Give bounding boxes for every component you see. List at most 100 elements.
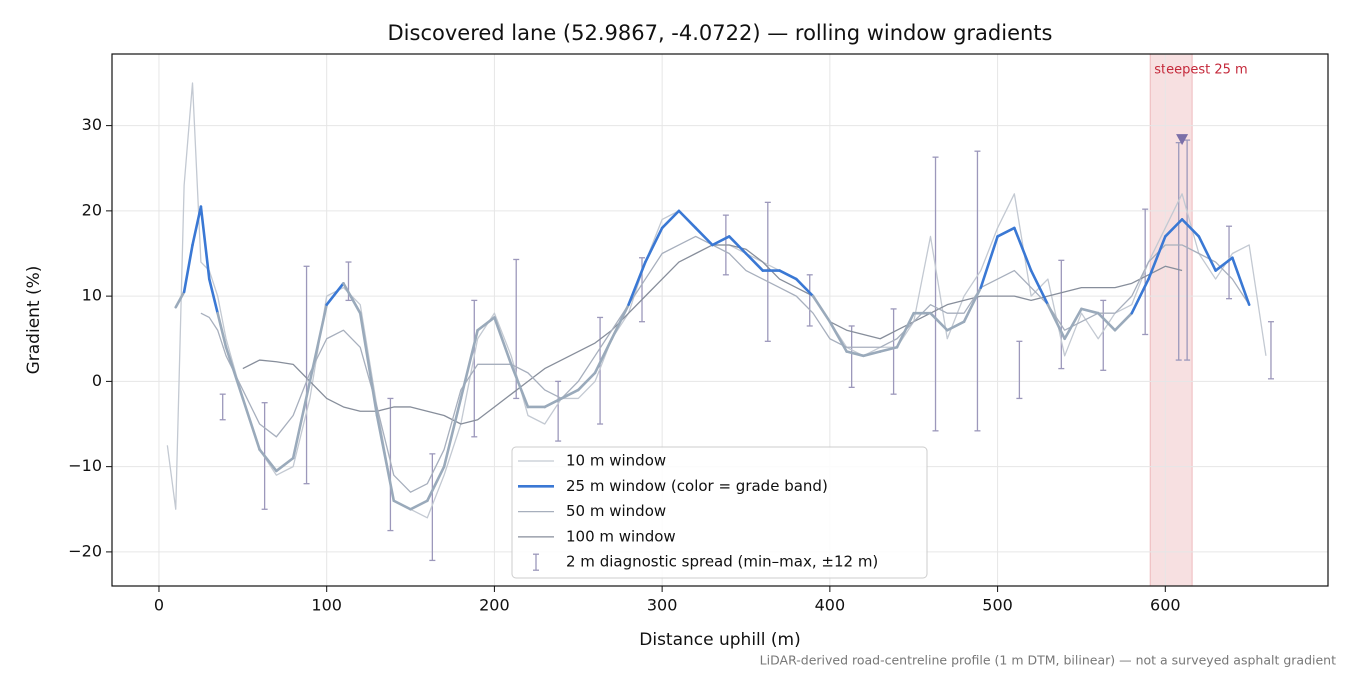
line-segment	[778, 269, 798, 281]
line-segment	[442, 397, 463, 468]
line-segment	[996, 226, 1016, 238]
x-tick-label: 300	[647, 596, 678, 615]
line-segment	[1164, 218, 1184, 238]
error-bar	[1016, 340, 1023, 400]
line-segment	[576, 371, 597, 392]
error-bar	[890, 308, 897, 395]
legend-label: 100 m window	[566, 527, 676, 545]
line-segment	[182, 243, 194, 294]
plot-frame	[111, 53, 1329, 587]
line-segment	[174, 290, 186, 309]
line-segment	[392, 499, 412, 511]
line-segment	[459, 328, 479, 400]
line-segment	[275, 456, 295, 473]
line-segment	[560, 388, 580, 400]
line-segment	[1013, 226, 1033, 272]
error-bar	[597, 316, 604, 425]
y-tick-label: −10	[68, 456, 102, 475]
y-tick-label: 0	[92, 371, 102, 390]
line-segment	[895, 311, 916, 349]
legend-label: 50 m window	[566, 502, 666, 520]
line-segment	[308, 303, 328, 383]
y-tick-label: 20	[82, 200, 102, 219]
line-segment	[1029, 269, 1050, 306]
line-segment	[258, 448, 278, 473]
line-segment	[191, 205, 203, 247]
error-bar	[806, 274, 813, 327]
line-segment	[1063, 307, 1083, 341]
line-segment	[325, 282, 345, 306]
line-segment	[593, 337, 614, 375]
error-bar	[1100, 299, 1107, 371]
line-segment	[811, 294, 832, 324]
line-segment	[1113, 311, 1134, 332]
chart-title: Discovered lane (52.9867, -4.0722) — rol…	[388, 21, 1053, 45]
line-segment	[291, 380, 312, 460]
line-segment	[241, 397, 261, 451]
line-segment	[476, 316, 496, 332]
line-segment	[660, 209, 681, 230]
y-tick-label: −20	[68, 541, 102, 560]
y-tick-label: 10	[82, 286, 102, 305]
x-tick-label: 600	[1150, 596, 1181, 615]
highlight-label: steepest 25 m	[1154, 63, 1247, 78]
line-segment	[878, 345, 899, 353]
line-segment	[1130, 277, 1150, 315]
y-axis-label: Gradient (%)	[24, 266, 44, 375]
line-segment	[1197, 235, 1217, 272]
error-bar	[1226, 225, 1233, 300]
x-tick-label: 400	[815, 596, 846, 615]
line-segment	[744, 252, 765, 272]
error-bar	[932, 156, 939, 432]
line-segment	[677, 209, 697, 230]
line-segment	[207, 277, 219, 315]
line-segment	[509, 363, 530, 409]
y-tick-label: 30	[82, 115, 102, 134]
line-segment	[627, 260, 647, 306]
line-segment	[426, 465, 446, 503]
line-segment	[1080, 307, 1100, 315]
line-segment	[342, 282, 362, 315]
x-tick-label: 0	[154, 596, 164, 615]
line-segment	[199, 205, 211, 281]
error-bar	[1267, 321, 1274, 380]
line-segment	[929, 311, 949, 332]
line-segment	[493, 316, 513, 366]
steepest-marker	[1176, 134, 1189, 146]
line-segment	[962, 286, 983, 324]
line-segment	[845, 350, 865, 358]
error-bar	[1184, 139, 1191, 361]
error-bar	[429, 453, 436, 562]
legend: 10 m window 25 m window (color = grade ba…	[511, 446, 928, 579]
line-segment	[1096, 311, 1117, 332]
line-segment	[224, 345, 245, 400]
line-segment	[711, 235, 731, 247]
legend-label: 2 m diagnostic spread (min–max, ±12 m)	[566, 553, 878, 571]
legend-box	[511, 446, 928, 579]
line-segment	[543, 397, 563, 409]
footnote: LiDAR-derived road-centreline profile (1…	[760, 653, 1336, 668]
line-segment	[216, 311, 228, 349]
line-segment	[828, 320, 848, 353]
error-bar	[303, 265, 310, 485]
line-segment	[1214, 256, 1234, 272]
x-tick-label: 200	[479, 596, 510, 615]
error-bar	[387, 397, 394, 532]
error-bar	[555, 380, 562, 442]
error-bar	[974, 150, 981, 432]
line-segment	[358, 311, 379, 417]
line-segment	[1147, 235, 1167, 281]
line-segment	[1231, 256, 1251, 306]
line-segment	[694, 226, 714, 247]
line-segment	[375, 414, 396, 503]
line-segment	[610, 303, 630, 341]
line-segment	[1180, 218, 1201, 238]
x-axis-label: Distance uphill (m)	[639, 630, 800, 650]
error-bar	[219, 393, 226, 421]
line-segment	[795, 277, 815, 298]
legend-label: 10 m window	[566, 452, 666, 470]
line-segment	[862, 350, 882, 358]
line-segment	[945, 320, 966, 332]
x-tick-label: 500	[982, 596, 1013, 615]
